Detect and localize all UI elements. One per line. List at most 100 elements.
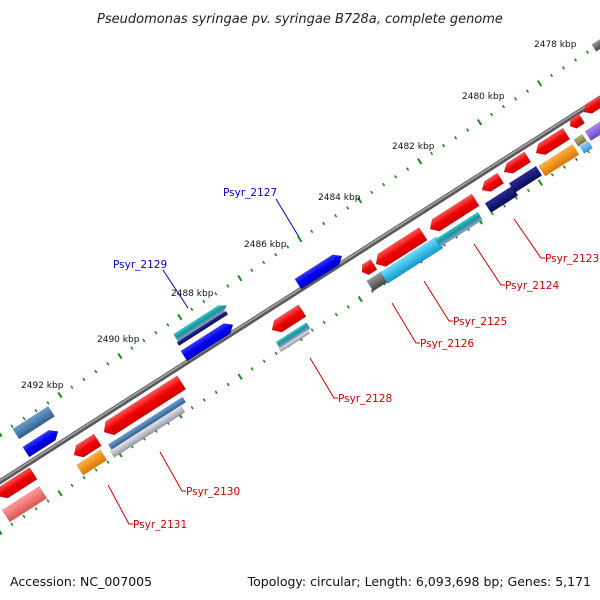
major-tick — [417, 158, 423, 165]
minor-tick — [550, 173, 554, 177]
feature-reverse-red-c[interactable] — [532, 127, 571, 158]
feature-psyr-2123-red-a-shape — [481, 172, 505, 192]
leader-psyr-2130 — [159, 451, 186, 492]
minor-tick — [310, 328, 314, 332]
major-tick — [476, 119, 483, 126]
feature-reverse-red-c-shape — [535, 127, 571, 156]
minor-tick — [106, 362, 110, 366]
gene-label-psyr-2126[interactable]: Psyr_2126 — [420, 338, 474, 350]
gene-label-leaders — [107, 198, 545, 525]
minor-tick — [82, 377, 86, 382]
major-tick — [0, 432, 3, 438]
feature-psyr-2124-teal[interactable] — [435, 211, 483, 248]
minor-tick — [262, 260, 266, 265]
feature-reverse-purple[interactable] — [584, 120, 600, 142]
gene-label-psyr-2127[interactable]: Psyr_2127 — [223, 187, 277, 199]
leader-psyr-2123 — [513, 218, 545, 259]
major-tick — [237, 373, 243, 380]
feature-reverse-sky-shape — [579, 140, 593, 154]
gene-label-psyr-2123[interactable]: Psyr_2123 — [545, 253, 599, 265]
feature-psyr-2123-red-b[interactable] — [501, 151, 532, 177]
gene-label-psyr-2129[interactable]: Psyr_2129 — [113, 259, 167, 271]
feature-reverse-orange[interactable] — [538, 143, 580, 177]
outer-tick-ring — [0, 41, 600, 438]
minor-tick — [430, 151, 434, 156]
kbp-label: 2490 kbp — [97, 335, 140, 345]
major-tick — [237, 274, 243, 282]
minor-tick — [214, 390, 218, 395]
feature-psyr-2126-red[interactable] — [372, 227, 428, 271]
minor-tick — [190, 405, 194, 410]
kbp-label: 2486 kbp — [244, 240, 287, 250]
gene-label-psyr-2128[interactable]: Psyr_2128 — [338, 393, 392, 405]
feature-psyr-2125-cyan-shape — [380, 236, 444, 284]
minor-tick — [202, 299, 206, 304]
feature-forward-blue-a[interactable] — [180, 320, 236, 362]
feature-reverse-olive[interactable] — [573, 133, 587, 147]
feature-psyr-2123-red-a[interactable] — [479, 172, 505, 195]
feature-psyr-2129-navy[interactable] — [176, 310, 229, 347]
feature-psyr-2131-red[interactable] — [70, 433, 102, 461]
kbp-label: 2492 kbp — [21, 381, 64, 391]
minor-tick — [262, 359, 266, 363]
map-title: Pseudomonas syringae pv. syringae B728a,… — [97, 12, 503, 27]
minor-tick — [394, 175, 398, 179]
minor-tick — [226, 382, 230, 387]
feature-psyr-2125-cyan[interactable] — [380, 236, 444, 284]
feature-psyr-2129-teal[interactable] — [173, 302, 229, 343]
minor-tick — [226, 284, 230, 288]
feature-psyr-2124-red[interactable] — [426, 193, 480, 235]
feature-reverse-red-d[interactable] — [567, 113, 586, 131]
gene-labels: Psyr_2123 Psyr_2124 Psyr_2125 Psyr_2126 … — [113, 187, 599, 531]
minor-tick — [94, 468, 98, 472]
kbp-label: 2478 kbp — [534, 40, 577, 50]
minor-tick — [334, 312, 338, 317]
minor-tick — [34, 408, 38, 413]
feature-psyr-2124-teal-shape — [435, 211, 483, 248]
genome-summary-text: Topology: circular; Length: 6,093,698 bp… — [247, 574, 591, 589]
feature-psyr-2123-navy-b[interactable] — [508, 165, 543, 194]
feature-psyr-2126-red-small[interactable] — [359, 258, 378, 277]
minor-tick — [10, 522, 14, 527]
minor-tick — [406, 167, 410, 171]
feature-psyr-2130-lightgrey[interactable] — [109, 404, 186, 458]
feature-reverse-pink-edge[interactable] — [1, 485, 48, 523]
minor-tick — [334, 213, 338, 218]
feature-track — [0, 38, 600, 523]
gene-label-psyr-2125[interactable]: Psyr_2125 — [453, 316, 507, 328]
feature-reverse-red-big[interactable] — [100, 375, 187, 439]
feature-reverse-purple-shape — [584, 120, 600, 142]
minor-tick — [34, 506, 38, 511]
major-tick — [117, 352, 123, 360]
feature-psyr-2131-red-shape — [73, 433, 102, 458]
feature-psyr-2123-navy-b-shape — [508, 165, 543, 194]
feature-psyr-2128-red[interactable] — [268, 304, 307, 336]
feature-forward-blue-b[interactable] — [22, 426, 61, 458]
feature-reverse-red-edge[interactable] — [0, 467, 38, 501]
feature-psyr-2131-orange[interactable] — [76, 449, 108, 476]
feature-reverse-red-e[interactable] — [581, 96, 600, 117]
minor-tick — [154, 330, 158, 335]
feature-psyr-2128-teal[interactable] — [275, 322, 311, 349]
minor-tick — [382, 182, 386, 187]
minor-tick — [286, 245, 290, 249]
feature-psyr-2127-blue[interactable] — [294, 251, 345, 290]
minor-tick — [346, 305, 350, 309]
feature-forward-grey-edge[interactable] — [591, 38, 600, 52]
feature-reverse-sky[interactable] — [579, 140, 593, 154]
minor-tick — [514, 97, 518, 101]
genome-backbone — [0, 95, 600, 485]
gene-label-psyr-2124[interactable]: Psyr_2124 — [505, 280, 559, 292]
gene-label-psyr-2131[interactable]: Psyr_2131 — [133, 519, 187, 531]
minor-tick — [322, 221, 326, 226]
feature-forward-steel-a[interactable] — [12, 405, 56, 440]
feature-reverse-steel[interactable] — [107, 396, 187, 450]
feature-psyr-2123-navy[interactable] — [484, 185, 519, 214]
feature-psyr-2129-teal-shape — [173, 305, 228, 343]
minor-tick — [214, 291, 218, 296]
gene-label-psyr-2130[interactable]: Psyr_2130 — [186, 486, 240, 498]
feature-psyr-2126-red-small-shape — [361, 258, 378, 276]
minor-tick — [94, 369, 98, 374]
feature-psyr-2128-grey[interactable] — [278, 329, 311, 353]
minor-tick — [70, 483, 74, 488]
